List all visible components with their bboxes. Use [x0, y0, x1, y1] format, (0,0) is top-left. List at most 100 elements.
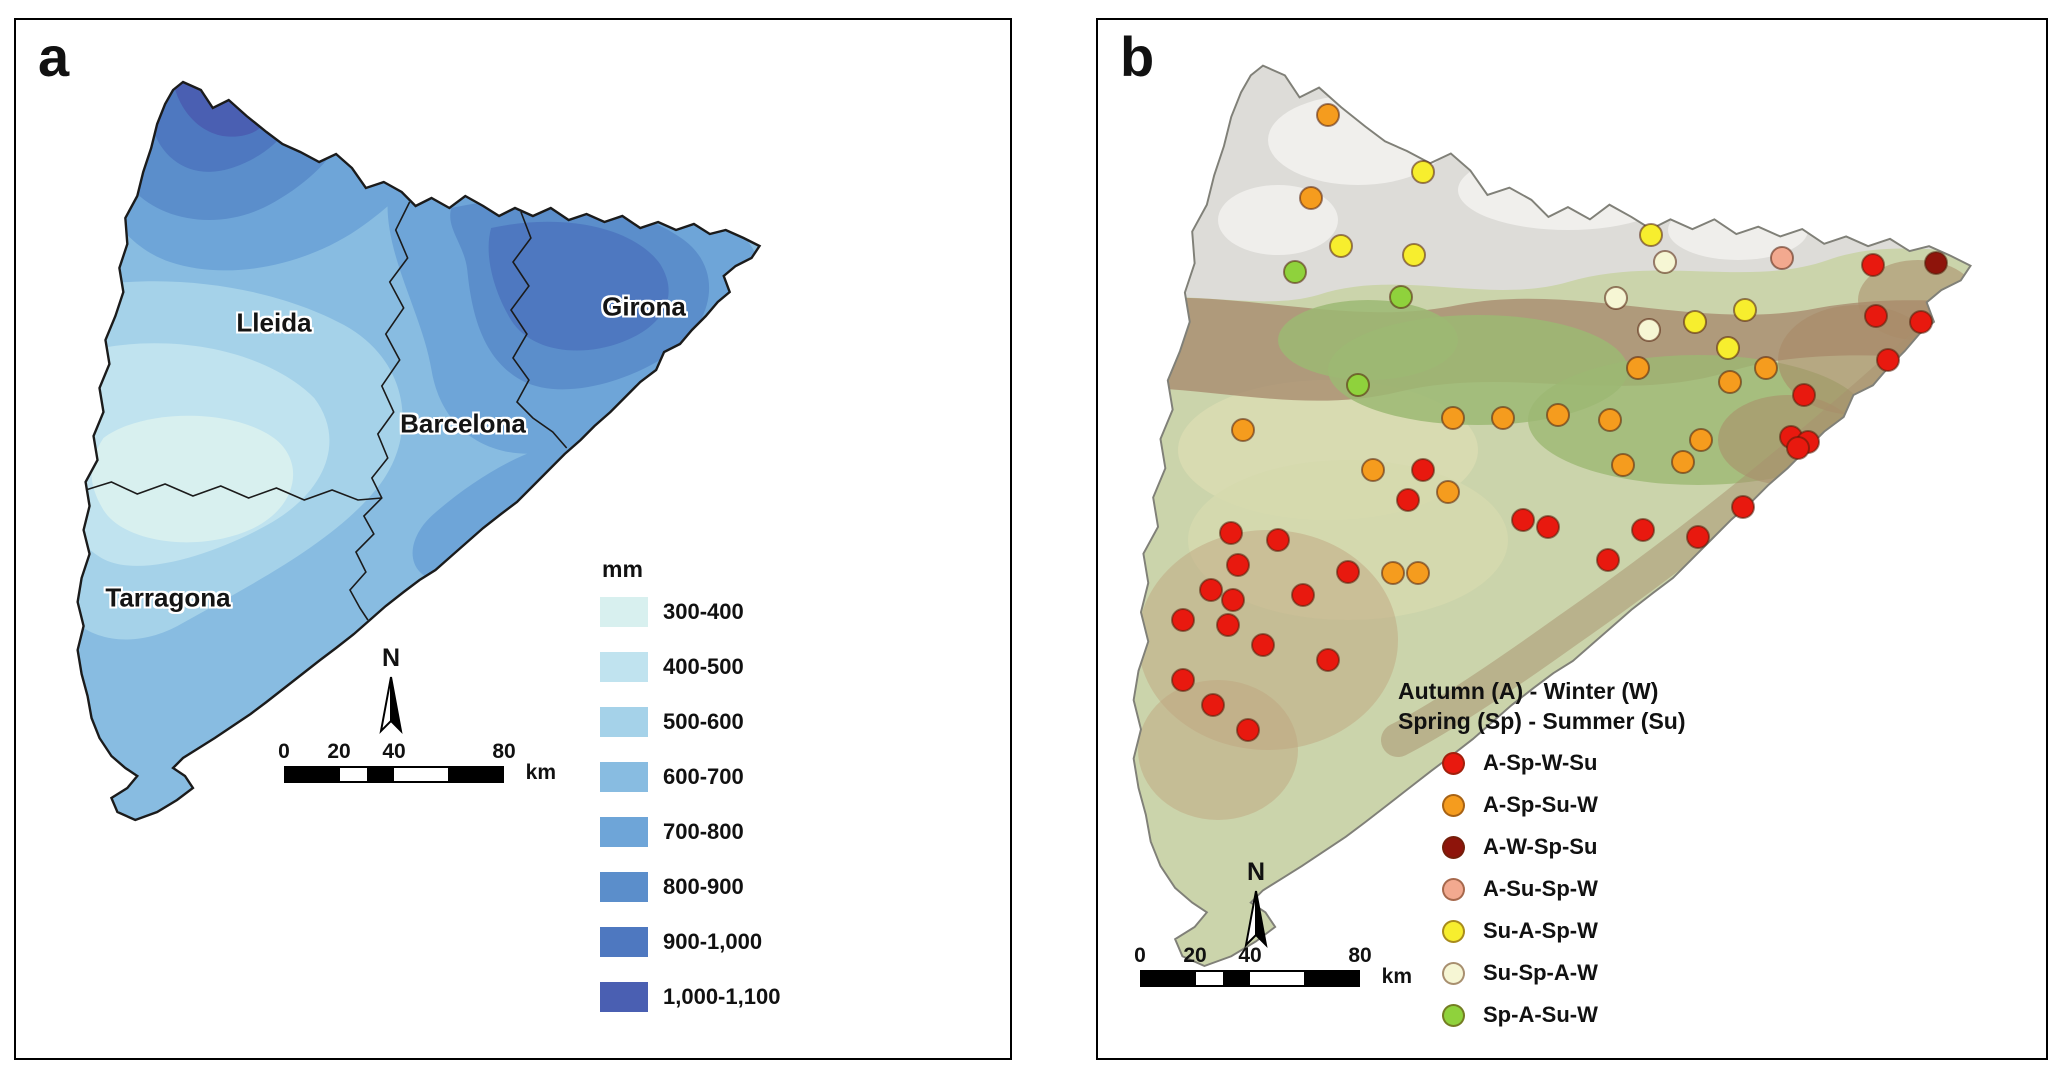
station-dot	[1406, 561, 1430, 585]
station-dot	[1686, 525, 1710, 549]
station-dot	[1402, 243, 1426, 267]
legend-item-label: A-W-Sp-Su	[1483, 834, 1598, 859]
legend-item-label: A-Su-Sp-W	[1483, 876, 1598, 901]
scale-segment	[1304, 972, 1358, 985]
station-dot	[1316, 103, 1340, 127]
station-dot	[1299, 186, 1323, 210]
scale-tick: 80	[1348, 944, 1372, 967]
panel-b-seasonal-map: b Autumn (A) - Winter (W) Spring (Sp) - …	[1096, 18, 2048, 1060]
legend-item-label: 300-400	[663, 599, 744, 624]
legend-item-label: Su-A-Sp-W	[1483, 918, 1598, 943]
station-dot	[1716, 336, 1740, 360]
scale-tick: 0	[278, 740, 290, 763]
north-label: N	[1246, 858, 1266, 886]
station-dot	[1316, 648, 1340, 672]
legend-item-label: A-Sp-Su-W	[1483, 792, 1598, 817]
precipitation-bands	[77, 82, 760, 820]
station-dot	[1924, 251, 1948, 275]
province-boundary-girona	[510, 211, 568, 449]
scale-bar-segments	[1140, 970, 1360, 987]
legend-color-swatch	[600, 872, 648, 902]
scale-segment	[286, 768, 340, 781]
legend-item: Su-Sp-A-W	[1442, 960, 1758, 986]
legend-dot-swatch	[1442, 793, 1465, 817]
station-dot	[1611, 453, 1635, 477]
station-dot	[1226, 553, 1250, 577]
station-dot	[1754, 356, 1778, 380]
station-dot	[1792, 383, 1816, 407]
scale-bar-segments	[284, 766, 504, 783]
station-dot	[1683, 310, 1707, 334]
legend-items: 300-400 400-500 500-600 600-700 700-800 800-9…	[600, 597, 780, 1012]
legend-item-label: 800-900	[663, 874, 744, 899]
station-dot	[1596, 548, 1620, 572]
scale-segment	[340, 768, 367, 781]
legend-item: 800-900	[600, 872, 780, 902]
station-dot	[1864, 304, 1888, 328]
scale-segment	[367, 768, 394, 781]
station-dot	[1411, 458, 1435, 482]
scale-unit-label: km	[1381, 965, 1412, 988]
legend-item-label: 700-800	[663, 819, 744, 844]
station-dot	[1671, 450, 1695, 474]
scale-tick: 20	[1183, 944, 1207, 967]
scale-segment	[1142, 972, 1196, 985]
legend-title-line2: Spring (Sp) - Summer (Su)	[1398, 708, 1686, 734]
station-dot	[1221, 588, 1245, 612]
band-300-400	[91, 415, 294, 543]
band-ne-900-1000	[488, 221, 669, 351]
panel-label-b: b	[1120, 25, 1155, 88]
station-dot	[1389, 285, 1413, 309]
station-dot	[1598, 408, 1622, 432]
station-dot	[1381, 561, 1405, 585]
station-dot	[1361, 458, 1385, 482]
legend-item-label: 500-600	[663, 709, 744, 734]
station-dot	[1436, 480, 1460, 504]
station-dots	[1171, 103, 1948, 742]
station-dot	[1639, 223, 1663, 247]
catalonia-terrain-map	[1132, 64, 1972, 967]
station-dot	[1236, 718, 1260, 742]
station-dot	[1689, 428, 1713, 452]
legend-title: mm	[602, 556, 643, 582]
legend-item-label: Su-Sp-A-W	[1483, 960, 1598, 985]
legend-color-swatch	[600, 652, 648, 682]
legend-item: A-Su-Sp-W	[1442, 876, 1758, 902]
region-label-barcelona: Barcelona	[400, 408, 526, 439]
legend-color-swatch	[600, 762, 648, 792]
station-dot	[1631, 518, 1655, 542]
north-label: N	[381, 644, 401, 672]
legend-item: 400-500	[600, 652, 780, 682]
station-dot	[1171, 668, 1195, 692]
legend-item: A-W-Sp-Su	[1442, 834, 1758, 860]
station-dot	[1441, 406, 1465, 430]
station-dot	[1546, 403, 1570, 427]
station-dot	[1231, 418, 1255, 442]
station-dot	[1718, 370, 1742, 394]
station-dot	[1251, 633, 1275, 657]
legend-items: A-Sp-W-Su A-Sp-Su-W A-W-Sp-Su A-Su-Sp-W Su-A…	[1398, 750, 1758, 1028]
legend-color-swatch	[600, 597, 648, 627]
station-dot	[1346, 373, 1370, 397]
legend-item: 600-700	[600, 762, 780, 792]
station-dot	[1266, 528, 1290, 552]
scale-segment	[1250, 972, 1304, 985]
province-boundary-tarragona	[85, 481, 382, 501]
legend-item: Sp-A-Su-W	[1442, 1002, 1758, 1028]
legend-item: A-Sp-W-Su	[1442, 750, 1758, 776]
station-dot	[1201, 693, 1225, 717]
precipitation-legend: mm 300-400 400-500 500-600 600-700 700-800 80…	[600, 556, 780, 1037]
scale-tick: 0	[1134, 944, 1146, 967]
north-arrow: N	[373, 644, 409, 742]
station-dot	[1637, 318, 1661, 342]
legend-item-label: 1,000-1,100	[663, 984, 781, 1009]
station-dot	[1731, 495, 1755, 519]
station-dot	[1733, 298, 1757, 322]
legend-color-swatch	[600, 982, 648, 1012]
scale-segment	[1196, 972, 1223, 985]
station-dot	[1283, 260, 1307, 284]
station-dot	[1861, 253, 1885, 277]
station-dot	[1491, 406, 1515, 430]
legend-dot-swatch	[1442, 961, 1465, 985]
